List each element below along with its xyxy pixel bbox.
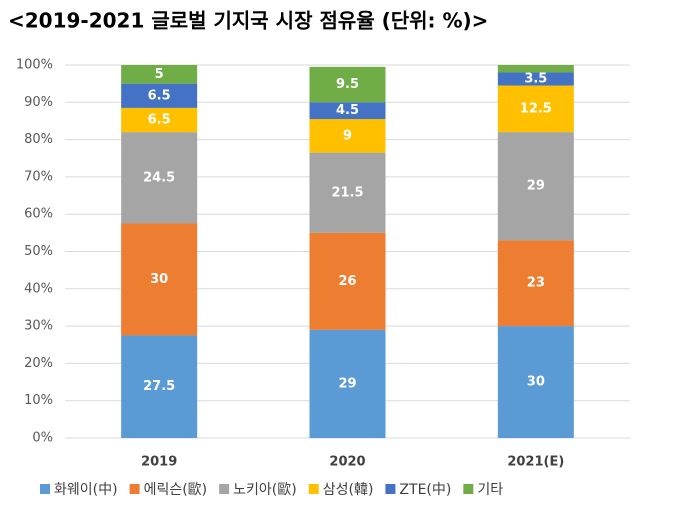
bar-segment bbox=[121, 107, 198, 133]
data-label: 27.5 bbox=[143, 379, 175, 394]
data-label: 9 bbox=[343, 128, 352, 143]
data-label: 26 bbox=[338, 274, 356, 289]
legend-label: ZTE(中) bbox=[399, 482, 451, 498]
bar-segment bbox=[497, 132, 574, 241]
legend-swatch bbox=[385, 484, 396, 494]
bar-segment bbox=[497, 326, 574, 438]
y-tick-label: 60% bbox=[24, 207, 53, 222]
bar-segment bbox=[497, 65, 574, 73]
legend-label: 삼성(韓) bbox=[323, 482, 374, 498]
bar-segment bbox=[309, 329, 386, 438]
x-tick-label: 2020 bbox=[329, 455, 365, 470]
y-tick-label: 30% bbox=[24, 319, 53, 334]
legend-label: 기타 bbox=[477, 482, 503, 498]
bar-segment bbox=[309, 152, 386, 233]
data-label: 3.5 bbox=[524, 71, 547, 86]
chart-title: <2019-2021 글로벌 기지국 시장 점유율 (단위: %)> bbox=[8, 9, 488, 33]
data-label: 30 bbox=[527, 375, 545, 390]
data-label: 5 bbox=[155, 67, 164, 82]
y-tick-label: 20% bbox=[24, 356, 53, 371]
legend-swatch bbox=[129, 484, 140, 494]
bar-segment bbox=[309, 232, 386, 330]
x-tick-label: 2019 bbox=[141, 455, 177, 470]
bar-segment bbox=[497, 72, 574, 86]
bar-segment bbox=[121, 83, 198, 108]
legend-swatch bbox=[463, 484, 474, 494]
legend-label: 에릭슨(歐) bbox=[144, 482, 208, 498]
data-label: 29 bbox=[338, 376, 356, 391]
data-label: 6.5 bbox=[148, 88, 171, 103]
legend-swatch bbox=[219, 484, 230, 494]
data-label: 4.5 bbox=[336, 103, 359, 118]
data-label: 6.5 bbox=[148, 113, 171, 128]
y-tick-label: 40% bbox=[24, 281, 53, 296]
bar-segment bbox=[121, 335, 198, 438]
y-tick-label: 90% bbox=[24, 95, 53, 110]
y-tick-label: 10% bbox=[24, 393, 53, 408]
x-tick-label: 2021(E) bbox=[507, 455, 564, 470]
bar-segment bbox=[309, 119, 386, 153]
y-tick-label: 50% bbox=[24, 244, 53, 259]
bar-segment bbox=[121, 132, 198, 224]
y-tick-label: 80% bbox=[24, 132, 53, 147]
data-label: 12.5 bbox=[520, 101, 552, 116]
y-tick-label: 100% bbox=[16, 58, 53, 73]
data-label: 9.5 bbox=[336, 77, 359, 92]
data-label: 24.5 bbox=[143, 170, 175, 185]
legend-label: 화웨이(中) bbox=[54, 482, 118, 498]
bar-segment bbox=[497, 85, 574, 133]
y-tick-label: 0% bbox=[32, 431, 53, 446]
bar-segment bbox=[121, 223, 198, 336]
data-label: 23 bbox=[527, 276, 545, 291]
bar-segment bbox=[497, 240, 574, 327]
legend-label: 노키아(歐) bbox=[233, 482, 297, 498]
bar-segment bbox=[309, 66, 386, 103]
legend-swatch bbox=[40, 484, 50, 494]
y-tick-label: 70% bbox=[24, 169, 53, 184]
legend-swatch bbox=[308, 484, 319, 494]
bar-segment bbox=[309, 102, 386, 120]
bar-segment bbox=[121, 65, 198, 84]
data-label: 29 bbox=[527, 179, 545, 194]
data-label: 21.5 bbox=[331, 185, 363, 200]
data-label: 30 bbox=[150, 272, 168, 287]
